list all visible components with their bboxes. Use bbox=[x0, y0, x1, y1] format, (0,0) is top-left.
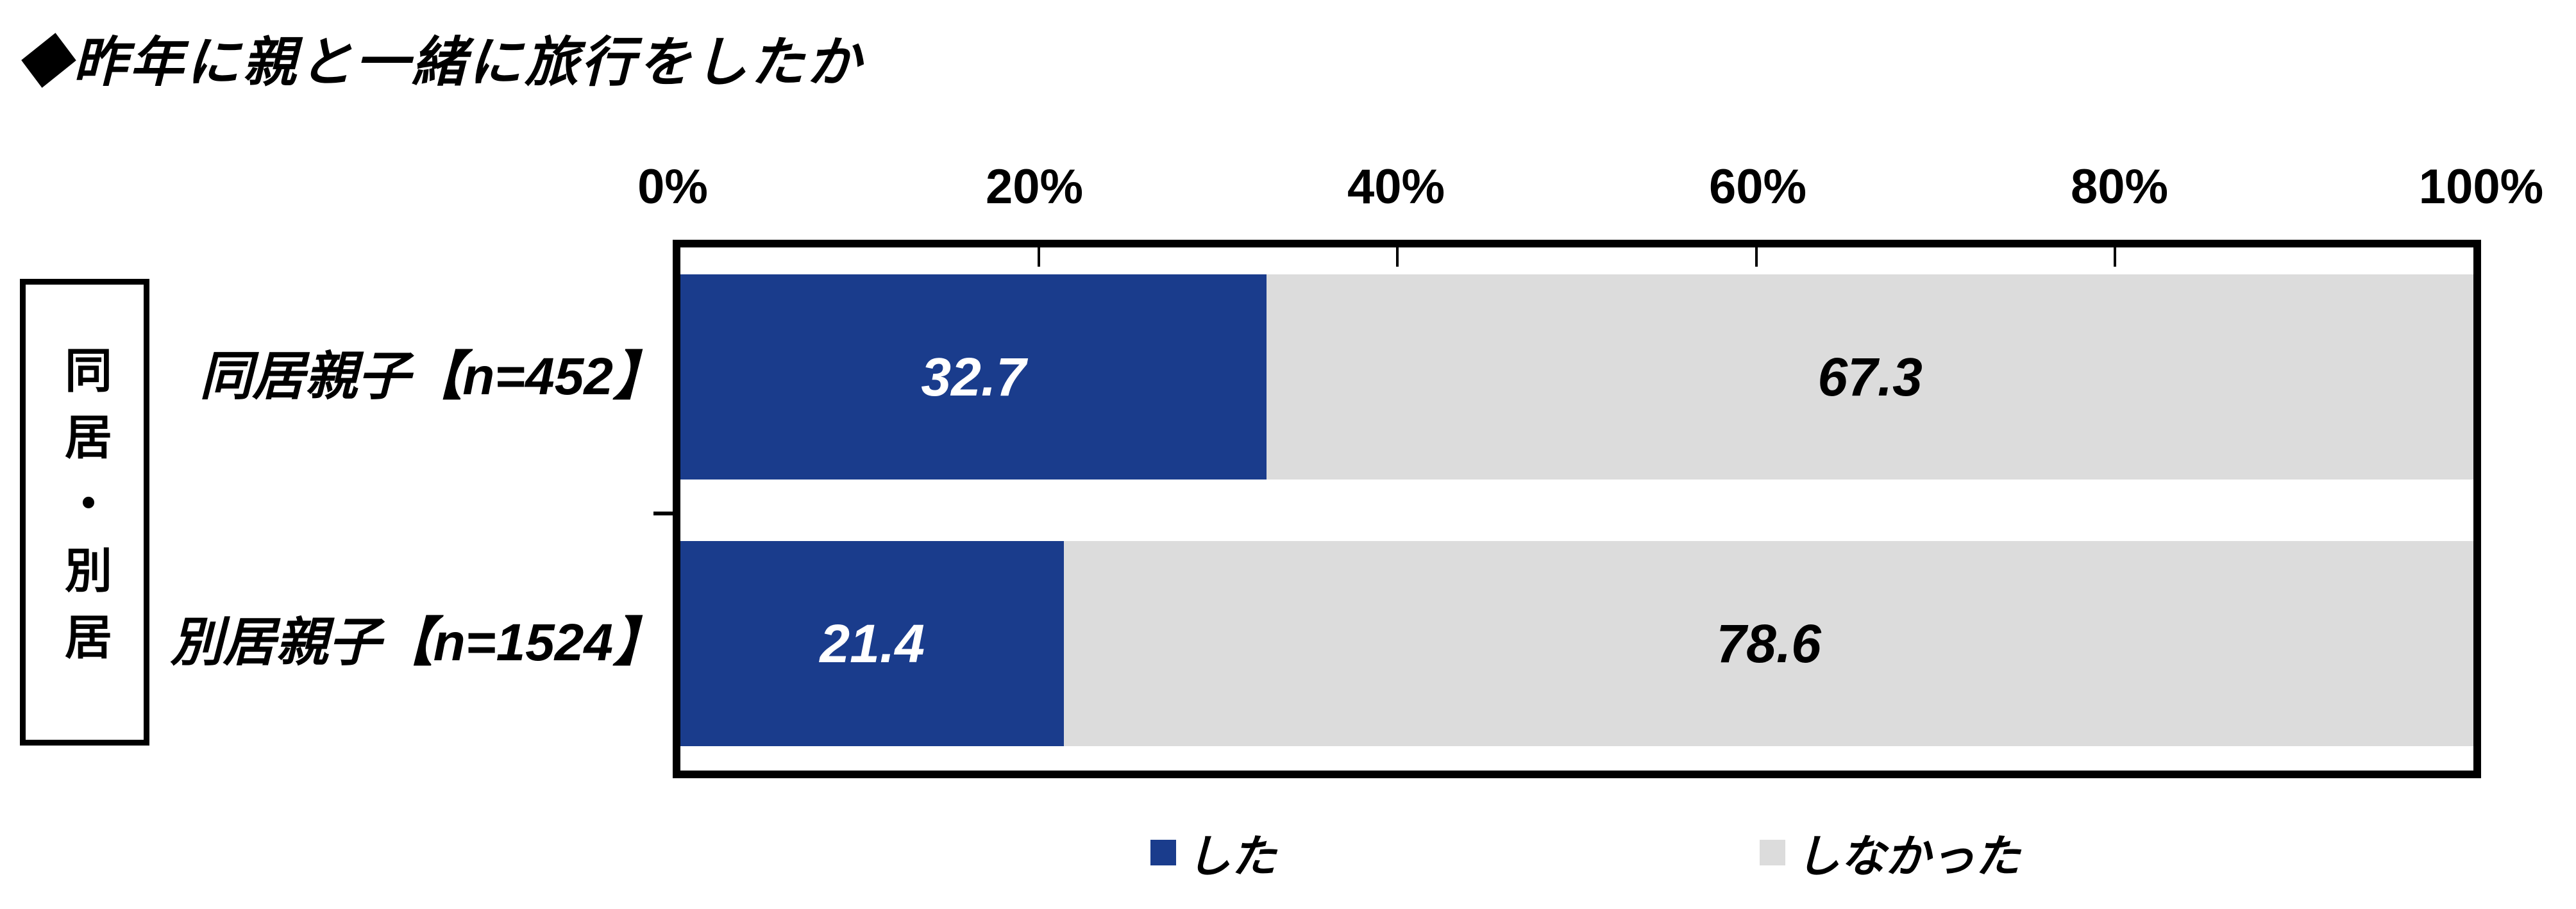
x-tick-label-20: 20% bbox=[985, 160, 1084, 214]
x-tick-label-40: 40% bbox=[1347, 160, 1445, 214]
bar-value-didnot-1: 78.6 bbox=[1716, 613, 1821, 674]
row-label-0: 同居親子【n=452】 bbox=[199, 347, 666, 406]
chart-title: ◆昨年に親と一緒に旅行をしたか bbox=[17, 32, 864, 92]
bar-segment-didnot-1: 78.6 bbox=[1064, 541, 2473, 746]
bar-segment-did-1: 21.4 bbox=[680, 541, 1065, 746]
legend-item-didnot: しなかった bbox=[1760, 815, 2020, 890]
axis-tick-20 bbox=[1038, 247, 1041, 267]
axis-tick-40 bbox=[1396, 247, 1399, 267]
legend-label-didnot: しなかった bbox=[1796, 831, 2020, 881]
bar-value-didnot-0: 67.3 bbox=[1817, 346, 1923, 407]
x-tick-label-0: 0% bbox=[637, 160, 708, 214]
x-axis: 0% 20% 40% 60% 80% 100% bbox=[637, 158, 2543, 217]
plot-area: 32.7 67.3 21.4 78.6 bbox=[653, 240, 2481, 778]
bar-value-did-1: 21.4 bbox=[820, 613, 925, 674]
x-tick-label-60: 60% bbox=[1708, 160, 1807, 214]
row-label-1: 別居親子【n=1524】 bbox=[170, 613, 666, 672]
legend-item-did: した bbox=[1150, 815, 1276, 890]
category-group-box: 同居・別居 bbox=[20, 279, 149, 746]
bar-value-did-0: 32.7 bbox=[921, 346, 1026, 407]
axis-tick-80 bbox=[2113, 247, 2116, 267]
category-group-label: 同居・別居 bbox=[58, 346, 112, 679]
bar-segment-did-0: 32.7 bbox=[680, 274, 1267, 480]
x-tick-label-100: 100% bbox=[2418, 160, 2544, 214]
axis-tick-60 bbox=[1755, 247, 1758, 267]
legend-swatch-did bbox=[1150, 840, 1176, 865]
bar-segment-didnot-0: 67.3 bbox=[1267, 274, 2473, 480]
legend-swatch-didnot bbox=[1760, 840, 1785, 865]
category-separator-tick bbox=[653, 512, 673, 515]
legend: した しなかった bbox=[0, 815, 2576, 890]
bar-row-1: 21.4 78.6 bbox=[680, 541, 2473, 746]
legend-label-did: した bbox=[1186, 831, 1276, 881]
x-tick-label-80: 80% bbox=[2070, 160, 2169, 214]
bar-row-0: 32.7 67.3 bbox=[680, 274, 2473, 480]
